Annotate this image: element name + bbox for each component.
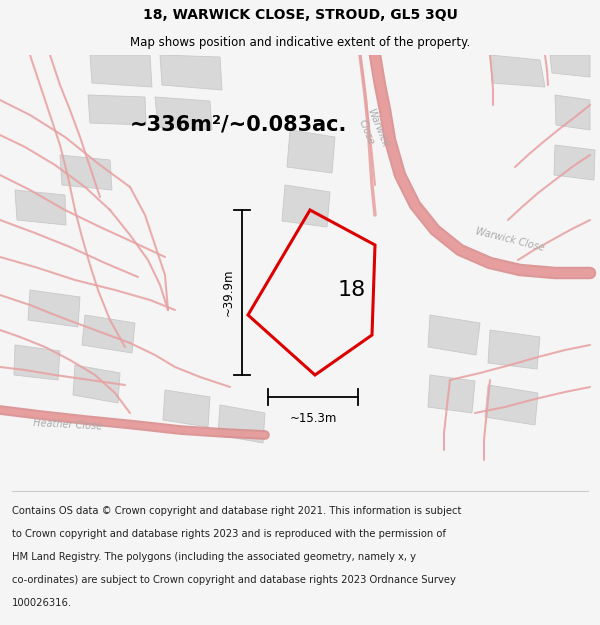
Polygon shape — [428, 375, 475, 413]
Polygon shape — [485, 385, 538, 425]
Polygon shape — [28, 290, 80, 327]
Polygon shape — [73, 365, 120, 403]
Text: Heather Close: Heather Close — [33, 418, 103, 432]
Polygon shape — [60, 155, 112, 190]
Text: 18: 18 — [338, 280, 366, 300]
Polygon shape — [218, 405, 265, 443]
Text: to Crown copyright and database rights 2023 and is reproduced with the permissio: to Crown copyright and database rights 2… — [12, 529, 446, 539]
Text: ~39.9m: ~39.9m — [221, 269, 235, 316]
Polygon shape — [15, 190, 66, 225]
Polygon shape — [90, 55, 152, 87]
Text: ~336m²/~0.083ac.: ~336m²/~0.083ac. — [130, 115, 347, 135]
Polygon shape — [14, 345, 60, 380]
Text: 100026316.: 100026316. — [12, 598, 72, 608]
Polygon shape — [88, 95, 146, 125]
Polygon shape — [287, 130, 335, 173]
Text: HM Land Registry. The polygons (including the associated geometry, namely x, y: HM Land Registry. The polygons (includin… — [12, 552, 416, 562]
Text: ~15.3m: ~15.3m — [289, 412, 337, 426]
Text: Contains OS data © Crown copyright and database right 2021. This information is : Contains OS data © Crown copyright and d… — [12, 506, 461, 516]
Polygon shape — [282, 185, 330, 227]
Polygon shape — [428, 315, 480, 355]
Text: co-ordinates) are subject to Crown copyright and database rights 2023 Ordnance S: co-ordinates) are subject to Crown copyr… — [12, 575, 456, 585]
Text: Warwick Close: Warwick Close — [475, 227, 545, 253]
Polygon shape — [555, 95, 590, 130]
Text: Warwick
Close: Warwick Close — [355, 107, 389, 153]
Polygon shape — [488, 330, 540, 369]
Polygon shape — [82, 315, 135, 353]
Text: Map shows position and indicative extent of the property.: Map shows position and indicative extent… — [130, 36, 470, 49]
Text: 18, WARWICK CLOSE, STROUD, GL5 3QU: 18, WARWICK CLOSE, STROUD, GL5 3QU — [143, 8, 457, 22]
Polygon shape — [550, 55, 590, 77]
Polygon shape — [490, 55, 545, 87]
Polygon shape — [554, 145, 595, 180]
Polygon shape — [160, 55, 222, 90]
Polygon shape — [163, 390, 210, 427]
Polygon shape — [155, 97, 212, 130]
